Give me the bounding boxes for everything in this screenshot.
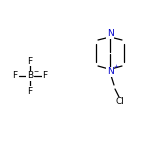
Text: N: N: [107, 67, 113, 76]
Text: F: F: [12, 71, 18, 81]
Text: Cl: Cl: [116, 97, 124, 107]
Text: N: N: [107, 29, 113, 38]
Text: B: B: [27, 71, 33, 81]
Text: −: −: [33, 68, 38, 73]
Text: F: F: [42, 71, 48, 81]
Text: +: +: [114, 64, 119, 69]
Text: F: F: [28, 57, 33, 66]
Text: F: F: [28, 86, 33, 95]
